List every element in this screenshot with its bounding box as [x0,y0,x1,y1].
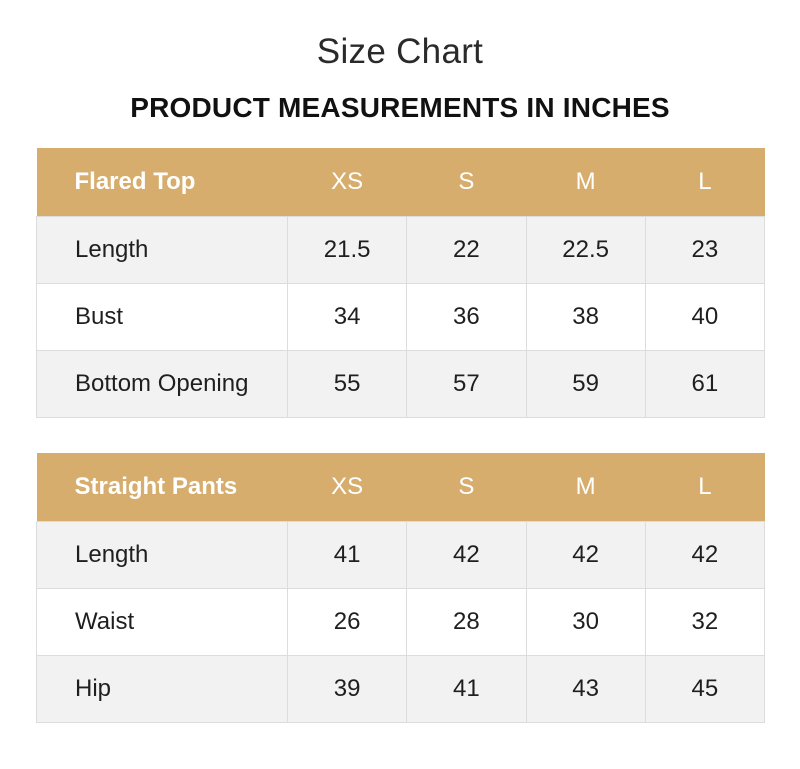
measurement-value: 41 [406,654,527,723]
table-row: Hip 39 41 43 45 [36,654,766,723]
measurement-value: 42 [525,520,646,589]
measurement-label: Hip [36,654,288,723]
size-header-m: M [526,453,646,521]
measurement-value: 43 [525,654,646,723]
table-row: Length 21.5 22 22.5 23 [36,215,766,284]
measurement-value: 26 [286,587,408,656]
measurement-label: Waist [36,587,288,656]
measurement-value: 22 [406,215,527,284]
measurement-label: Length [36,215,288,284]
table-header-row: Straight Pants XS S M L [36,453,765,521]
measurement-value: 39 [286,654,408,723]
measurement-value: 36 [406,282,527,351]
measurement-value: 38 [525,282,646,351]
measurement-value: 41 [286,520,408,589]
size-header-l: L [645,453,765,521]
product-name-header: Flared Top [36,148,288,216]
measurement-value: 40 [644,282,766,351]
measurement-value: 34 [286,282,408,351]
table-row: Bust 34 36 38 40 [36,282,766,351]
measurement-value: 32 [644,587,766,656]
measurement-value: 23 [644,215,766,284]
size-header-s: S [406,453,526,521]
measurement-value: 42 [644,520,766,589]
table-row: Bottom Opening 55 57 59 61 [36,349,766,418]
measurement-value: 21.5 [286,215,408,284]
measurement-label: Bust [36,282,288,351]
size-header-l: L [645,148,765,216]
measurement-value: 55 [286,349,408,418]
table-header-row: Flared Top XS S M L [36,148,765,216]
table-row: Length 41 42 42 42 [36,520,766,589]
size-header-xs: XS [287,148,407,216]
measurement-label: Length [36,520,288,589]
measurement-value: 22.5 [525,215,646,284]
size-header-m: M [526,148,646,216]
measurement-value: 59 [525,349,646,418]
table-row: Waist 26 28 30 32 [36,587,766,656]
size-table-flared-top: Flared Top XS S M L Length 21.5 22 22.5 … [36,148,766,418]
page-title: Size Chart [316,32,484,71]
measurement-value: 45 [644,654,766,723]
measurement-value: 28 [406,587,527,656]
product-name-header: Straight Pants [36,453,288,521]
size-table-straight-pants: Straight Pants XS S M L Length 41 42 42 … [36,453,766,723]
size-header-s: S [406,148,526,216]
page-subtitle: PRODUCT MEASUREMENTS IN INCHES [130,92,670,123]
measurement-value: 30 [525,587,646,656]
measurement-value: 61 [644,349,766,418]
measurement-value: 57 [406,349,527,418]
measurement-label: Bottom Opening [36,349,288,418]
size-header-xs: XS [287,453,407,521]
measurement-value: 42 [406,520,527,589]
